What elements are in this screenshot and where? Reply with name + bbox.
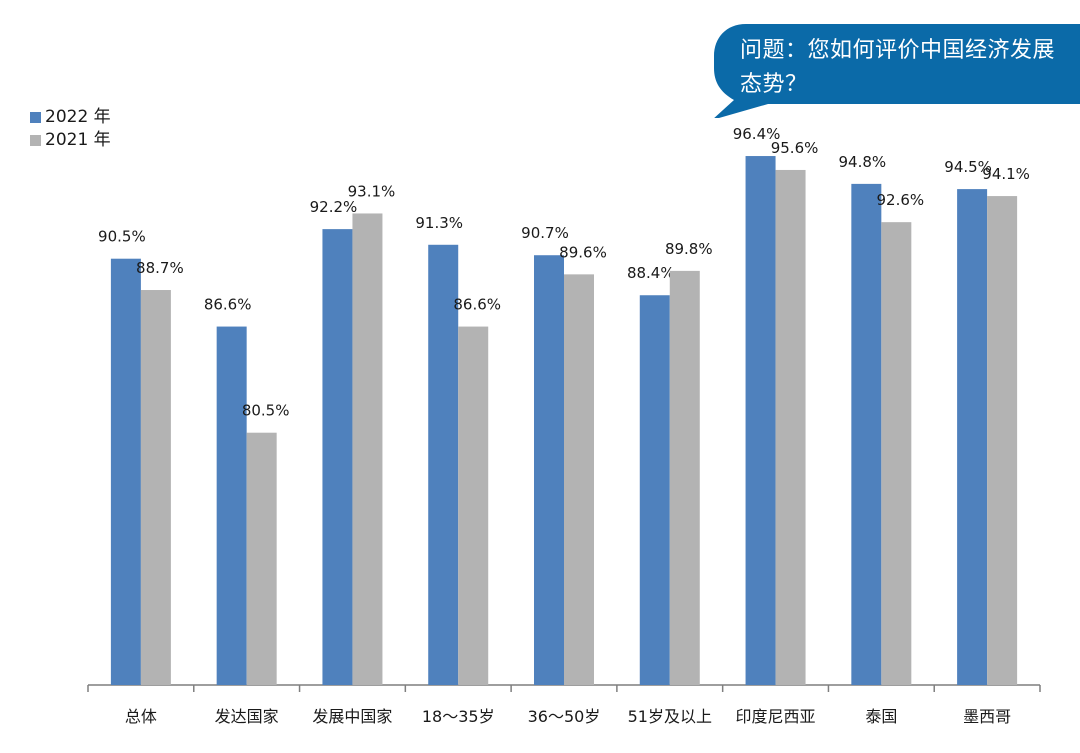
category-label: 发展中国家 bbox=[312, 707, 392, 726]
data-label-2022: 90.7% bbox=[521, 224, 569, 242]
data-label-2021: 80.5% bbox=[242, 402, 290, 420]
category-label: 51岁及以上 bbox=[628, 707, 712, 726]
bar-2022 bbox=[534, 255, 564, 685]
question-text: 问题：您如何评价中国经济发展态势？ bbox=[740, 38, 1056, 97]
data-label-2021: 92.6% bbox=[877, 191, 925, 209]
data-label-2021: 89.8% bbox=[665, 240, 713, 258]
bar-2021 bbox=[140, 290, 171, 685]
bar-2022 bbox=[851, 183, 882, 685]
category-label: 印度尼西亚 bbox=[736, 707, 816, 726]
data-label-2022: 91.3% bbox=[415, 214, 463, 232]
data-label-2022: 92.2% bbox=[310, 198, 358, 216]
legend-swatch-2021 bbox=[30, 135, 41, 146]
data-label-2021: 88.7% bbox=[136, 259, 184, 277]
bar-2021 bbox=[669, 270, 700, 685]
legend-label-2021: 2021 年 bbox=[45, 130, 111, 150]
data-label-2022: 86.6% bbox=[204, 296, 252, 314]
bar-2021 bbox=[352, 213, 383, 685]
bar-2022 bbox=[957, 189, 988, 685]
data-label-2021: 95.6% bbox=[771, 139, 819, 157]
data-label-2022: 94.5% bbox=[944, 158, 992, 176]
data-label-2022: 90.5% bbox=[98, 228, 146, 246]
bar-2021 bbox=[881, 222, 912, 685]
bar-2021 bbox=[775, 169, 806, 685]
data-label-2021: 94.1% bbox=[982, 165, 1030, 183]
data-label-2022: 94.8% bbox=[839, 153, 887, 171]
bar-2021 bbox=[987, 196, 1018, 685]
question-bubble bbox=[714, 24, 1080, 118]
bar-2022 bbox=[110, 258, 141, 685]
category-label: 泰国 bbox=[865, 707, 897, 726]
legend: 2022 年 2021 年 bbox=[30, 106, 111, 152]
legend-swatch-2022 bbox=[30, 112, 41, 123]
data-label-2021: 86.6% bbox=[453, 296, 501, 314]
bar-2022 bbox=[745, 156, 776, 686]
legend-item-2022: 2022 年 bbox=[30, 106, 111, 129]
data-label-2022: 96.4% bbox=[733, 125, 781, 143]
data-label-2022: 88.4% bbox=[627, 264, 675, 282]
bar-2021 bbox=[458, 326, 489, 685]
category-label: 总体 bbox=[125, 707, 157, 726]
bar-2021 bbox=[246, 432, 277, 685]
bar-2022 bbox=[216, 326, 247, 685]
bar-2022 bbox=[428, 244, 459, 685]
legend-item-2021: 2021 年 bbox=[30, 129, 111, 152]
category-label: 发达国家 bbox=[215, 707, 279, 726]
category-label: 18～35岁 bbox=[422, 707, 495, 726]
category-label: 36～50岁 bbox=[528, 707, 601, 726]
category-label: 墨西哥 bbox=[963, 707, 1011, 726]
data-label-2021: 93.1% bbox=[348, 182, 396, 200]
bar-2021 bbox=[564, 274, 594, 685]
data-label-2021: 89.6% bbox=[559, 243, 607, 261]
question-bubble-shape bbox=[714, 24, 1080, 118]
bar-2022 bbox=[639, 295, 670, 685]
bar-2022 bbox=[322, 229, 353, 685]
legend-label-2022: 2022 年 bbox=[45, 107, 111, 127]
